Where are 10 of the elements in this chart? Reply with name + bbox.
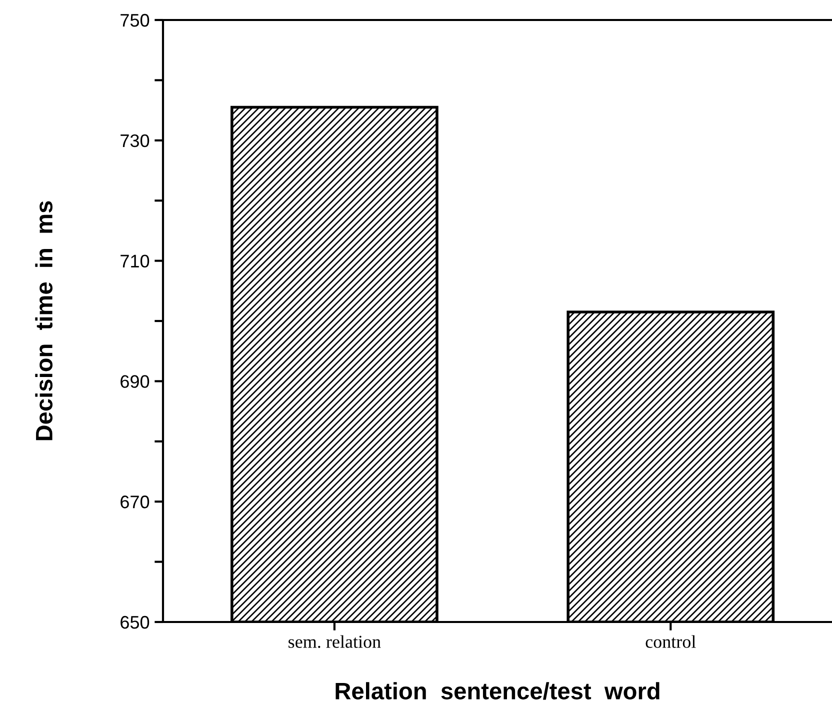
x-axis-title: Relation sentence/test word bbox=[336, 682, 660, 700]
y-tick-label: 710 bbox=[120, 254, 150, 268]
y-tick-label: 730 bbox=[120, 134, 150, 148]
y-tick-label: 650 bbox=[120, 616, 150, 629]
y-tick-label: 690 bbox=[120, 375, 150, 388]
x-tick-label: control bbox=[646, 635, 696, 648]
x-tick-label: sem. relation bbox=[288, 635, 381, 648]
y-tick-label: 750 bbox=[120, 14, 150, 27]
y-tick-label: 670 bbox=[120, 496, 150, 508]
y-axis-title: Decision time in ms bbox=[35, 201, 53, 440]
